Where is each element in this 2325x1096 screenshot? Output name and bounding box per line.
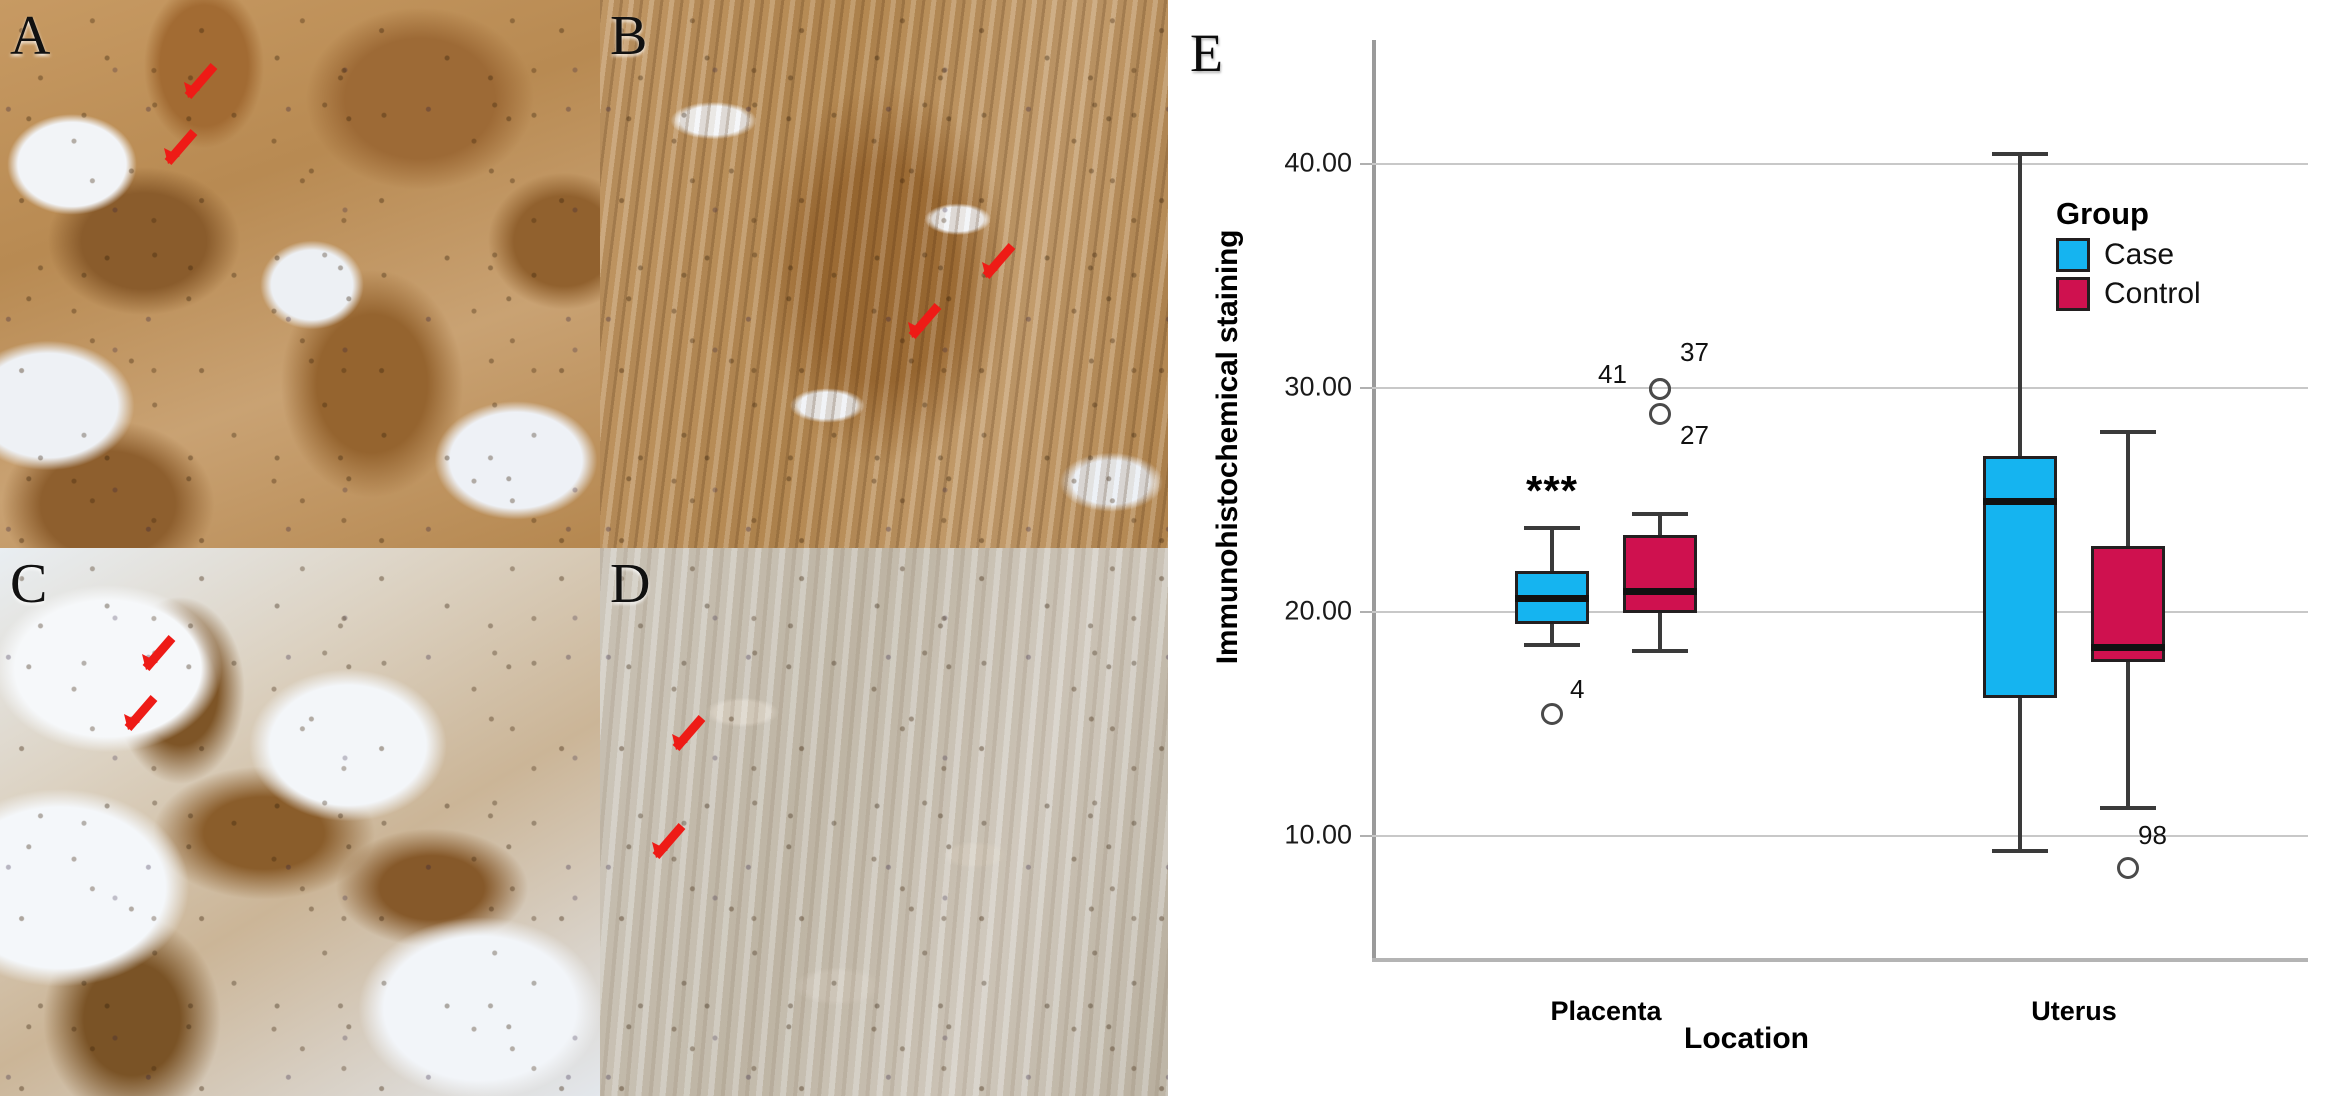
micrograph-panel-b: B (600, 0, 1168, 548)
outlier-label: 41 (1598, 359, 1627, 390)
y-axis-tickmark (1360, 610, 1372, 613)
whisker-lower (2018, 698, 2022, 853)
whisker-upper (2018, 151, 2022, 457)
y-axis-tickmark (1360, 834, 1372, 837)
red-arrow-icon (134, 632, 180, 678)
whisker-cap-lower (2100, 806, 2156, 811)
whisker-lower (2126, 662, 2130, 811)
micrograph-grid: A B C (0, 0, 1168, 1096)
whisker-upper (1550, 525, 1554, 571)
whisker-lower (1550, 624, 1554, 647)
outlier-marker[interactable] (2117, 857, 2139, 880)
whisker-cap-lower (1632, 649, 1688, 654)
outlier-label: 98 (2138, 820, 2167, 851)
outlier-label: 37 (1680, 337, 1709, 368)
panel-label-e: E (1190, 23, 1223, 83)
grid-line (1372, 387, 2308, 390)
y-axis-tick-label: 10.00 (1284, 819, 1352, 850)
x-axis-title: Location (1684, 1022, 1809, 1055)
whisker-lower (1658, 613, 1662, 654)
tissue-texture-overlay (600, 0, 1168, 548)
whisker-upper (2126, 429, 2130, 546)
red-arrow-icon (116, 692, 162, 738)
legend-item-control[interactable]: Control (2056, 277, 2201, 311)
red-arrow-icon (900, 300, 946, 346)
outlier-marker[interactable] (1649, 378, 1671, 401)
legend-label: Case (2104, 238, 2175, 271)
tissue-texture-overlay (0, 0, 600, 548)
x-axis-category-label: Uterus (2031, 996, 2117, 1026)
red-arrow-icon (156, 126, 202, 172)
plot-canvas: 10.00 20.00 30.00 40.00 Placenta Uterus *** 4 41… (1168, 0, 2325, 1096)
whisker-cap-lower (1524, 642, 1580, 647)
red-arrow-icon (176, 60, 222, 106)
micrograph-panel-c: C (0, 548, 600, 1096)
whisker-upper (1658, 512, 1662, 535)
legend-label: Control (2104, 277, 2201, 310)
outlier-marker[interactable] (1541, 702, 1563, 725)
boxplot-panel-e: E Immunohistochemical staining Location … (1168, 0, 2325, 1096)
whisker-cap-upper (1524, 525, 1580, 530)
x-axis-category-label: Placenta (1550, 996, 1662, 1026)
median-line (1623, 587, 1697, 595)
outlier-marker[interactable] (1649, 402, 1671, 425)
y-axis-tick-label: 30.00 (1284, 371, 1352, 402)
y-axis-tickmark (1360, 387, 1372, 390)
y-axis-tickmark (1360, 163, 1372, 166)
y-axis-line (1372, 40, 1376, 958)
grid-line (1372, 610, 2308, 613)
red-arrow-icon (664, 712, 710, 758)
y-axis-tick-label: 40.00 (1284, 147, 1352, 178)
micrograph-panel-d: D (600, 548, 1168, 1096)
box-control-uterus[interactable] (2091, 546, 2165, 663)
legend-swatch-case (2056, 238, 2090, 272)
median-line (1983, 498, 2057, 506)
panel-label-a: A (10, 5, 51, 67)
median-line (2091, 643, 2165, 651)
outlier-label: 27 (1680, 419, 1709, 450)
red-arrow-icon (644, 820, 690, 866)
significance-marker: *** (1525, 466, 1579, 514)
micrograph-panel-a: A (0, 0, 600, 548)
legend: Group Case Control (2056, 196, 2201, 311)
legend-title: Group (2056, 196, 2149, 231)
legend-swatch-control (2056, 277, 2090, 311)
panel-label-c: C (10, 553, 48, 615)
whisker-cap-upper (2100, 429, 2156, 434)
legend-item-case[interactable]: Case (2056, 238, 2201, 272)
whisker-cap-upper (1992, 151, 2048, 156)
panel-label-d: D (610, 553, 651, 615)
whisker-cap-upper (1632, 512, 1688, 517)
grid-line (1372, 834, 2308, 837)
outlier-label: 4 (1570, 673, 1585, 704)
x-axis-line (1372, 958, 2308, 962)
box-case-uterus[interactable] (1983, 456, 2057, 699)
y-axis-tick-label: 20.00 (1284, 595, 1352, 626)
box-control-placenta[interactable] (1623, 534, 1697, 614)
panel-label-b: B (610, 5, 648, 67)
tissue-texture-overlay (0, 548, 600, 1096)
whisker-cap-lower (1992, 848, 2048, 853)
red-arrow-icon (974, 240, 1020, 286)
median-line (1515, 594, 1589, 602)
grid-line (1372, 163, 2308, 166)
